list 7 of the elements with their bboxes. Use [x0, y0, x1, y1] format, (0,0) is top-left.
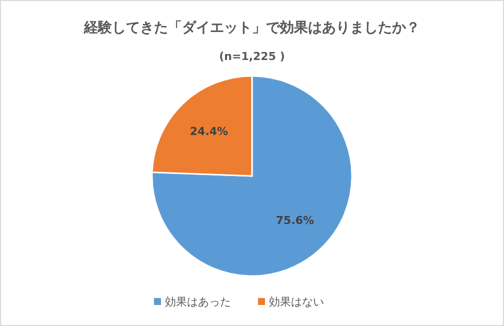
chart-subtitle: (n=1,225 ) — [219, 50, 285, 63]
pie-slice — [151, 75, 353, 277]
data-label: 75.6% — [276, 214, 314, 228]
legend-label: 効果はあった — [165, 296, 231, 308]
legend-label: 効果はない — [269, 296, 324, 308]
data-label: 24.4% — [190, 124, 228, 138]
chart-title: 経験してきた「ダイエット」で効果はありましたか？ — [83, 20, 420, 36]
